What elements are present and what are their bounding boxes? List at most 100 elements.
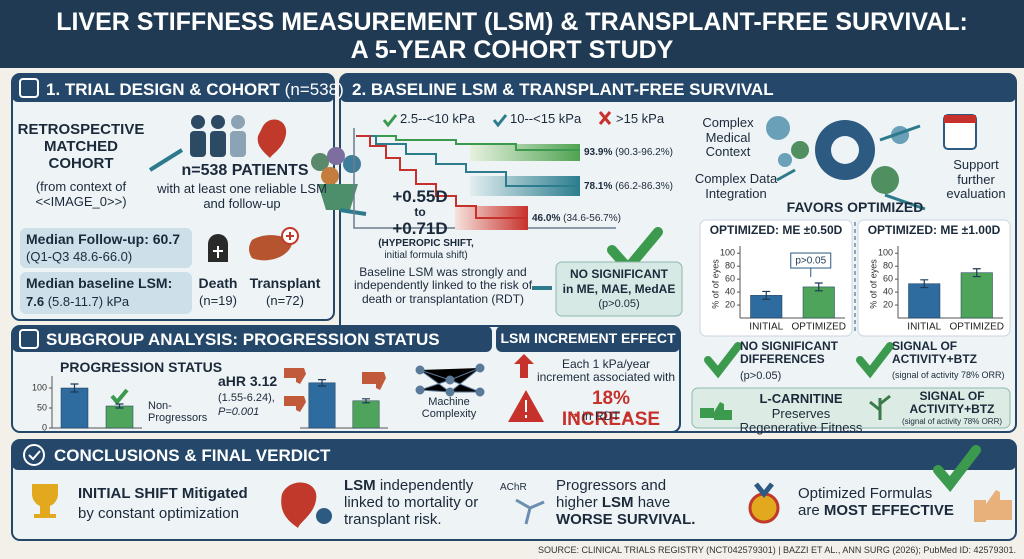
bar (308, 382, 336, 429)
result-metrics: in ME, MAE, MedAE (562, 282, 676, 296)
result-p: (p>0.05) (598, 298, 640, 310)
ci: (34.6-56.7%) (563, 213, 621, 224)
footer-rest: Preserves Regenerative Fitness (739, 405, 863, 436)
y-tick-label: 80 (725, 261, 735, 271)
y-tick-label: 80 (883, 261, 893, 271)
verdict-note: (p>0.05) (740, 370, 782, 382)
rest: Progressors and higher (556, 477, 667, 511)
check (382, 114, 398, 128)
thumbs-down-icon (284, 368, 386, 412)
conclusion-text: LSM independently linked to mortality or… (344, 477, 494, 528)
x-tick-label: INITIAL (907, 322, 941, 333)
title: LIVER STIFFNESS MEASUREMENT (LSM) & TRAN… (56, 8, 968, 36)
chart-title: PROGRESSION STATUS (60, 359, 223, 375)
bar (960, 272, 993, 319)
shift-to-word: to (414, 205, 426, 219)
panel-heading: LSM INCREMENT EFFECT (500, 330, 676, 346)
arrow (148, 148, 184, 172)
y-tick-label: 50 (37, 402, 47, 412)
y-tick-label: 100 (720, 248, 735, 258)
patients: n=538 PATIENTS (181, 162, 309, 179)
panel-header (340, 74, 1016, 102)
panel-header (12, 326, 492, 352)
check (933, 445, 981, 492)
x-tick-label: INITIAL (749, 322, 783, 333)
axis (353, 128, 616, 229)
increment-text: Each 1 kPa/year increment associated wit… (536, 357, 676, 385)
finding: Baseline LSM was strongly and independen… (353, 265, 533, 306)
conclusion-text: Optimized Formulas are MOST EFFECTIVE (798, 485, 958, 520)
legend-item: >15 kPa (616, 111, 665, 126)
footer-signal: SIGNAL OF ACTIVITY+BTZ (909, 389, 995, 417)
error-bar (115, 403, 124, 409)
cohort: RETROSPECTIVE MATCHED COHORT (17, 121, 145, 172)
rest: have (633, 493, 671, 511)
y-tick-label: 20 (883, 299, 893, 309)
panel-heading: SUBGROUP ANALYSIS: PROGRESSION STATUS (46, 330, 440, 349)
y-tick-label: 20 (725, 299, 735, 309)
chart-title: OPTIMIZED: ME ±0.50D (709, 223, 843, 237)
heart-icon (281, 482, 317, 528)
y-tick-label: 60 (725, 274, 735, 284)
emph: WORSE SURVIVAL. (556, 510, 696, 528)
ci: (90.3-96.2%) (615, 147, 673, 158)
gears-diagram (766, 114, 977, 211)
people-icon (190, 115, 246, 157)
y-tick-label: 0 (42, 422, 47, 432)
error-bar (762, 290, 771, 300)
check (704, 342, 742, 379)
panel-header (12, 440, 1016, 470)
survival-curve (356, 135, 580, 151)
verdict-note: (signal of activity 78% ORR) (892, 370, 1005, 380)
y-tick-label: 60 (883, 274, 893, 284)
panel-header (496, 326, 680, 352)
conclusion-text: INITIAL SHIFT Mitigated (78, 485, 248, 502)
footer-strong: L-CARNITINE (759, 391, 843, 406)
icon (28, 450, 41, 461)
liver-icon (249, 235, 292, 261)
x-tick-label: OPTIMIZED (792, 322, 846, 333)
estimate: 46.0% (532, 213, 561, 224)
increment-effect: 18% INCREASE (561, 388, 661, 431)
bar (352, 400, 380, 429)
estimate: 93.9% (584, 147, 613, 158)
check (110, 388, 129, 406)
medal-icon (748, 492, 780, 524)
microbe-icon (311, 147, 361, 210)
outcome-count: (n=19) (199, 293, 237, 308)
arrow (339, 208, 367, 216)
estimate: 78.1% (584, 181, 613, 192)
heading-text: 1. TRIAL DESIGN & COHORT (46, 80, 280, 99)
heading-n: (n=538) (284, 80, 344, 99)
thumb-icon (700, 402, 732, 420)
shift-from: +0.55D (392, 187, 448, 206)
plant-icon (869, 394, 891, 420)
stat-box (20, 272, 192, 314)
y-tick-label: 100 (878, 248, 893, 258)
header-band (0, 0, 1024, 68)
chart-title: OPTIMIZED: ME ±1.00D (867, 223, 1001, 237)
y-axis-label: % of of eyes (868, 259, 878, 309)
y-axis-label: % of of eyes (710, 259, 720, 309)
icon (19, 329, 39, 349)
curve-label: 93.9% (90.3-96.2%) (584, 147, 673, 158)
followup-label: Median Follow-up: 60.7 (26, 231, 181, 247)
verdict: FAVORS OPTIMIZED (786, 199, 924, 215)
heart-icon (257, 119, 287, 158)
trophy-icon (32, 484, 58, 518)
cross (213, 246, 223, 258)
emph: LSM (344, 477, 376, 494)
group-label: Non-Progressors (148, 400, 208, 425)
network-icon (415, 363, 485, 397)
legend-item: 2.5--<10 kPa (400, 111, 475, 126)
error-bar (972, 268, 981, 278)
verdict-title: SIGNAL OF ACTIVITY+BTZ (892, 339, 978, 367)
outcome-label: Death (198, 275, 238, 291)
outcome-count: (n=72) (266, 293, 304, 308)
cohort-note: (from context of <<IMAGE_0>>) (35, 179, 127, 209)
plus (286, 232, 294, 240)
model-label: Machine Complexity (421, 396, 477, 421)
ahr-ci: (1.55-6.24), (218, 392, 275, 404)
rest: Optimized Formulas are (798, 485, 933, 519)
